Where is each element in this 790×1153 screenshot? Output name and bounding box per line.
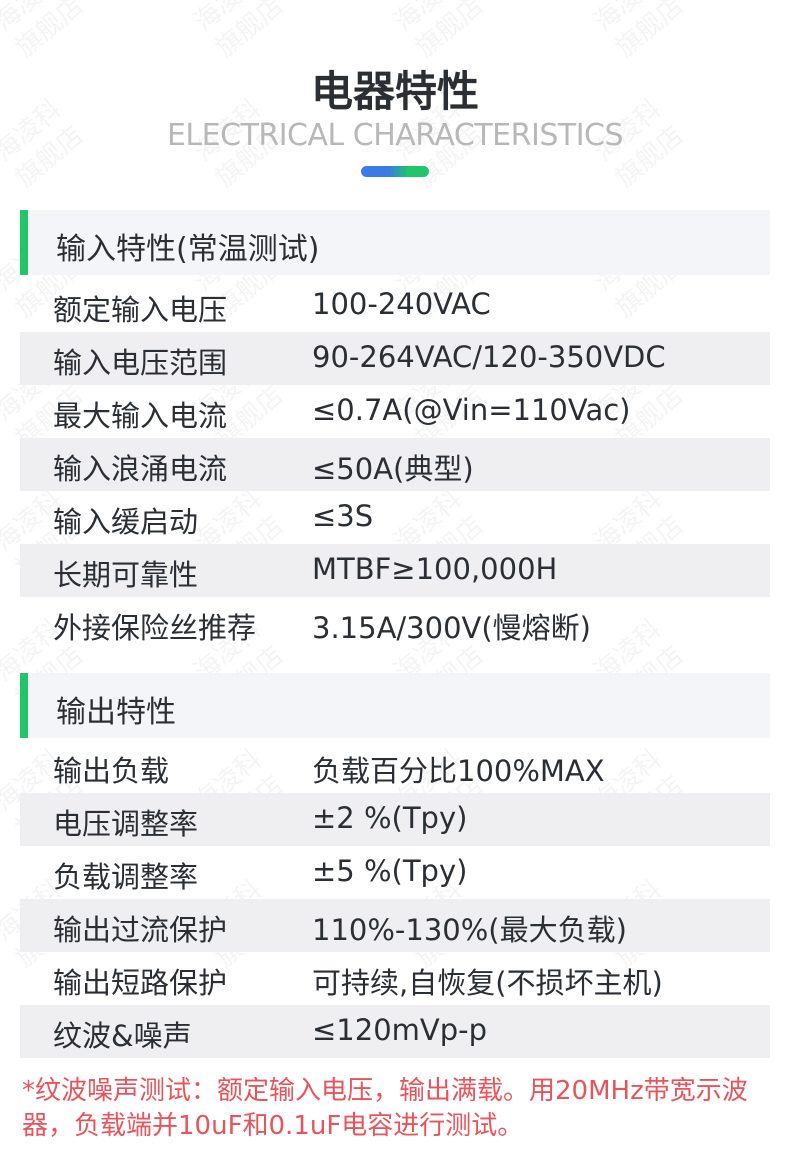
page-title: 电器特性 (310, 67, 479, 116)
page-subtitle: ELECTRICAL CHARACTERISTICS (166, 118, 624, 153)
section-header-output: 输出特性 (20, 673, 770, 738)
spec-value: 可持续,自恢复(不损坏主机) (312, 966, 663, 1000)
spec-label: 纹波&噪声 (53, 1019, 192, 1053)
spec-value: ±2 %(Tpy) (312, 801, 468, 835)
spec-label: 外接保险丝推荐 (53, 611, 257, 645)
footnote: *纹波噪声测试：额定输入电压，输出满载。用20MHz带宽示波器，负载端并10uF… (22, 1076, 748, 1141)
spec-value: 110%-130%(最大负载) (312, 913, 627, 947)
spec-label: 最大输入电流 (53, 399, 228, 433)
spec-row: 额定输入电压 100-240VAC (20, 279, 770, 332)
section-title: 输出特性 (56, 695, 176, 730)
spec-value: ≤50A(典型) (312, 452, 474, 486)
spec-row: 输入浪涌电流 ≤50A(典型) (20, 438, 770, 491)
spec-value: 3.15A/300V(慢熔断) (312, 611, 591, 645)
spec-value: 100-240VAC (312, 287, 491, 321)
section-title: 输入特性(常温测试) (56, 232, 320, 267)
spec-label: 输出负载 (53, 754, 170, 788)
spec-value: MTBF≥100,000H (312, 552, 558, 586)
spec-value: 90-264VAC/120-350VDC (312, 340, 666, 374)
spec-label: 输入浪涌电流 (53, 452, 228, 486)
spec-label: 输出过流保护 (53, 913, 228, 947)
spec-row: 输出短路保护 可持续,自恢复(不损坏主机) (20, 952, 770, 1005)
spec-label: 输出短路保护 (53, 966, 228, 1000)
spec-row: 输入缓启动 ≤3S (20, 491, 770, 544)
spec-value: ≤120mVp-p (312, 1013, 488, 1047)
spec-row: 负载调整率 ±5 %(Tpy) (20, 846, 770, 899)
watermark-text: 海凌科 旗舰店 (587, 0, 690, 65)
spec-label: 电压调整率 (53, 807, 199, 841)
spec-value: 负载百分比100%MAX (312, 754, 605, 788)
spec-label: 额定输入电压 (53, 293, 228, 327)
spec-row: 最大输入电流 ≤0.7A(@Vin=110Vac) (20, 385, 770, 438)
spec-value: ≤3S (312, 499, 374, 533)
watermark-text: 海凌科 旗舰店 (0, 0, 91, 65)
spec-label: 输入缓启动 (53, 505, 199, 539)
spec-value: ±5 %(Tpy) (312, 854, 468, 888)
spec-row: 纹波&噪声 ≤120mVp-p (20, 1005, 770, 1058)
title-accent-bar (361, 166, 429, 177)
spec-row: 输出负载 负载百分比100%MAX (20, 740, 770, 793)
section-header-input: 输入特性(常温测试) (20, 210, 770, 275)
spec-row: 外接保险丝推荐 3.15A/300V(慢熔断) (20, 597, 770, 650)
spec-label: 负载调整率 (53, 860, 199, 894)
spec-label: 输入电压范围 (53, 346, 228, 380)
spec-row: 长期可靠性 MTBF≥100,000H (20, 544, 770, 597)
spec-row: 输出过流保护 110%-130%(最大负载) (20, 899, 770, 952)
spec-row: 电压调整率 ±2 %(Tpy) (20, 793, 770, 846)
spec-value: ≤0.7A(@Vin=110Vac) (312, 393, 631, 427)
spec-row: 输入电压范围 90-264VAC/120-350VDC (20, 332, 770, 385)
watermark-text: 海凌科 旗舰店 (187, 0, 290, 65)
spec-label: 长期可靠性 (53, 558, 199, 592)
watermark-text: 海凌科 旗舰店 (387, 0, 490, 65)
